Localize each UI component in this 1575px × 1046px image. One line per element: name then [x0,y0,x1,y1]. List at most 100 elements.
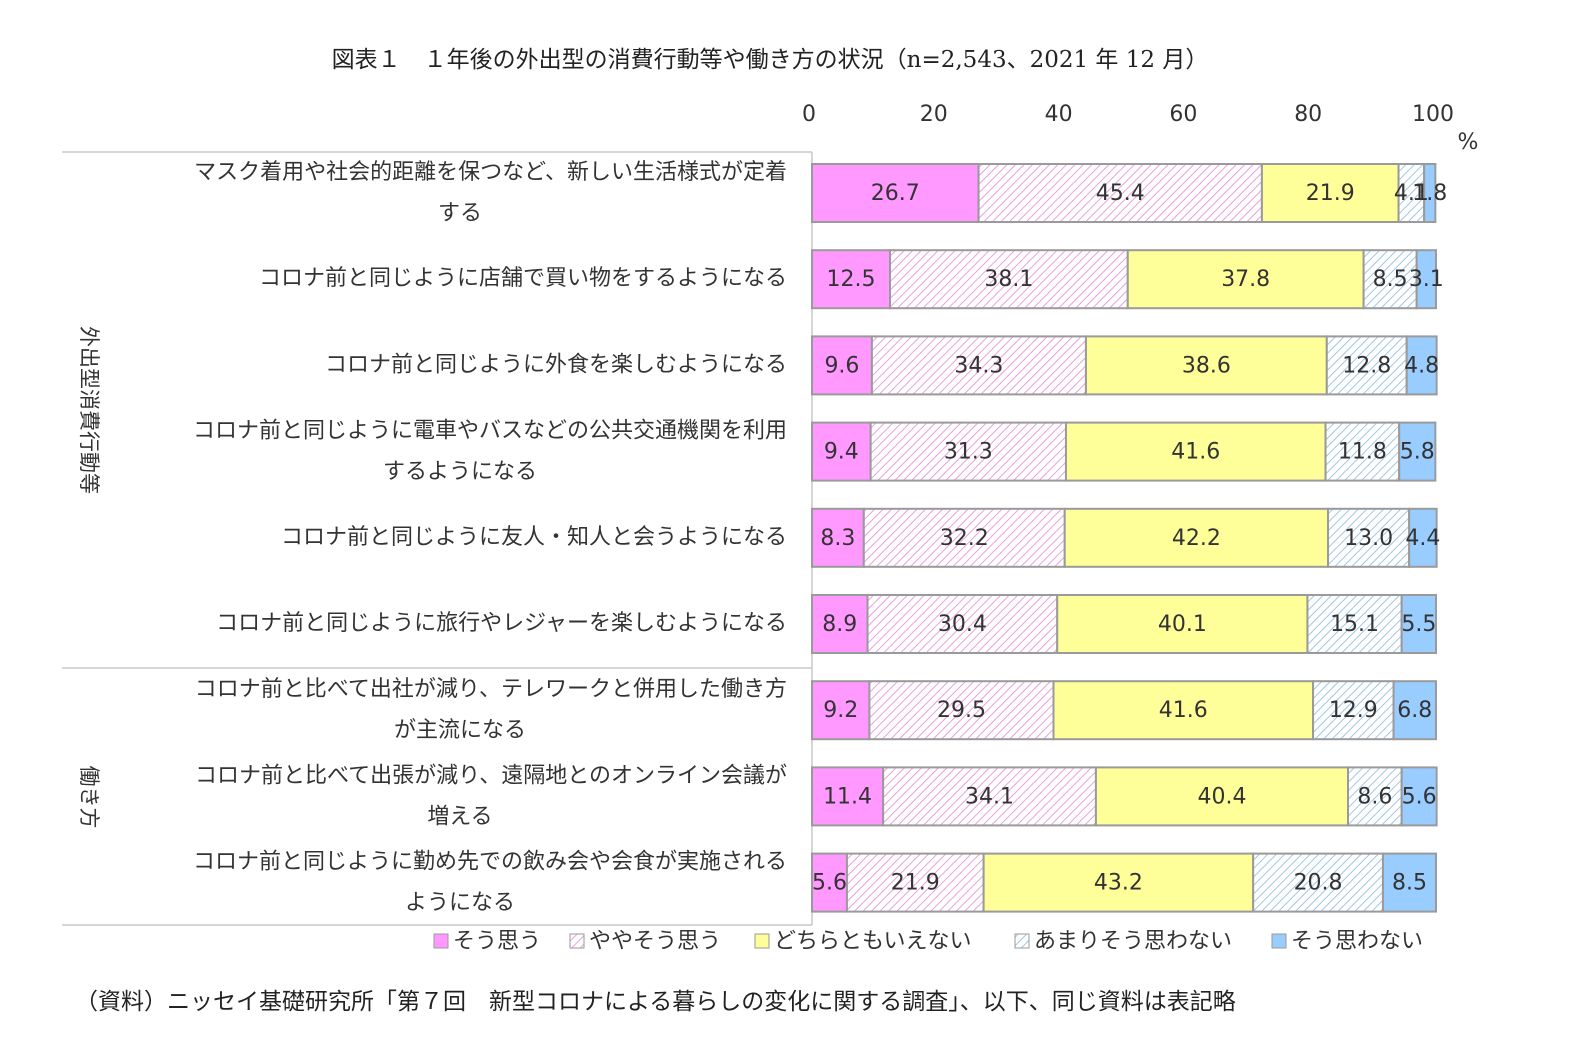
bar-segment [1397,163,1426,223]
data-label: 15.1 [1330,612,1379,637]
bar-row: 12.5 38.1 37.8 8.5 3.1 [811,249,1444,310]
legend: そう思う ややそう思う どちらともいえない あまりそう思わない そう思わない [433,929,1423,954]
legend-label: ややそう思う [589,929,721,954]
category-label: コロナ前と同じように店舗で買い物をするようになる [259,266,787,291]
data-label: 12.5 [827,267,876,292]
category-label: コロナ前と同じように勤め先での飲み会や会食が実施される [193,850,787,875]
bar-segment [1056,594,1309,654]
legend-swatch [1271,933,1287,949]
bar-segment [1423,163,1437,223]
legend-item: そう思わない [1271,929,1423,954]
group-label: 働き方 [77,766,101,829]
bar-segment [1381,852,1437,913]
bar-segment [882,766,1097,827]
bar-row: 11.4 34.1 40.4 8.6 5.6 [811,766,1438,827]
data-label: 21.9 [891,871,940,896]
bar-segment [1405,335,1438,396]
data-label: 34.1 [965,784,1014,809]
bar-row: 26.7 45.4 21.9 4.11.8 [811,163,1447,223]
bar-segment [866,594,1059,654]
data-label: 43.2 [1094,871,1143,896]
bar-segment [1392,680,1437,741]
data-label: 34.3 [954,353,1003,378]
bar-segment [811,163,980,223]
x-tick-label: 100 [1412,102,1454,127]
data-label: 38.6 [1182,353,1231,378]
category-label-continuation: 増える [427,804,492,829]
bar-segment [868,680,1055,741]
bar-segment [982,852,1255,913]
legend-swatch [569,933,585,949]
data-label: 20.8 [1294,871,1343,896]
bar-row: 8.9 30.4 40.1 15.1 5.5 [811,594,1438,654]
legend-label: そう思う [453,929,541,954]
data-label: 41.6 [1159,698,1208,723]
data-label: 30.4 [938,612,987,637]
data-label: 11.4 [823,784,872,809]
bar-segment [1398,421,1437,482]
bar-segment [1408,507,1438,568]
bar-segment [811,335,873,396]
data-label: 38.1 [984,267,1033,292]
data-label: 12.9 [1329,698,1378,723]
category-label-continuation: するようになる [383,460,537,485]
bar-segment [870,335,1087,396]
category-label: コロナ前と同じように旅行やレジャーを楽しむようになる [216,611,787,636]
bar-row: 8.3 32.2 42.2 13.0 4.4 [811,507,1440,568]
category-label: コロナ前と同じように電車やバスなどの公共交通機関を利用 [193,419,787,444]
data-label: 9.6 [824,353,859,378]
bars: 26.7 45.4 21.9 4.11.812.5 38.1 37.8 8.5 3.19.6 3… [811,163,1447,913]
category-label: マスク着用や社会的距離を保つなど、新しい生活様式が定着 [194,160,787,185]
data-label: 32.2 [940,526,989,551]
data-label: 40.1 [1158,612,1207,637]
bar-segment [1084,335,1328,396]
bar-segment [889,249,1129,310]
data-label: 9.4 [824,440,859,465]
legend-item: ややそう思う [569,929,721,954]
category-label: コロナ前と比べて出社が減り、テレワークと併用した働き方 [195,677,787,702]
data-label: 6.8 [1397,698,1432,723]
data-label: 9.2 [823,698,858,723]
bar-segment [1400,594,1438,654]
bar-segment [1064,421,1327,482]
category-label-continuation: する [438,201,482,226]
data-label: 40.4 [1197,784,1246,809]
data-label: 4.1 [1394,181,1429,206]
bar-segment [1260,163,1400,223]
x-tick-label: 20 [920,102,948,127]
data-label: 5.6 [1402,784,1437,809]
data-label: 1.8 [1412,181,1447,206]
category-label: コロナ前と同じように友人・知人と会うようになる [281,525,787,550]
bar-segment [1415,249,1438,310]
x-tick-label: 60 [1169,102,1197,127]
data-label: 8.9 [822,612,857,637]
bar-segment [811,680,871,741]
source-note: （資料）ニッセイ基礎研究所「第７回 新型コロナによる暮らしの変化に関する調査」、… [75,989,1236,1015]
data-label: 8.5 [1373,267,1408,292]
data-label: 11.8 [1338,440,1387,465]
data-label: 41.6 [1171,440,1220,465]
category-label-continuation: が主流になる [394,718,526,743]
data-label: 29.5 [937,698,986,723]
data-label: 31.3 [944,440,993,465]
bar-segment [977,163,1263,223]
data-label: 8.5 [1392,871,1427,896]
bar-segment [1400,766,1438,827]
bar-row: 5.6 21.9 43.2 20.8 8.5 [811,852,1437,913]
legend-label: あまりそう思わない [1034,929,1232,954]
legend-item: あまりそう思わない [1014,929,1232,954]
legend-item: どちらともいえない [754,929,972,954]
bar-segment [869,421,1067,482]
bar-segment [1052,680,1315,741]
legend-swatch [433,933,449,949]
x-axis: 0 20 40 60 80 100% [802,102,1478,155]
legend-label: どちらともいえない [774,929,972,954]
bar-segment [1327,507,1411,568]
data-label: 5.5 [1401,612,1436,637]
legend-swatch [754,933,770,949]
bar-segment [811,852,848,913]
data-label: 21.9 [1306,181,1355,206]
bar-segment [811,766,885,827]
